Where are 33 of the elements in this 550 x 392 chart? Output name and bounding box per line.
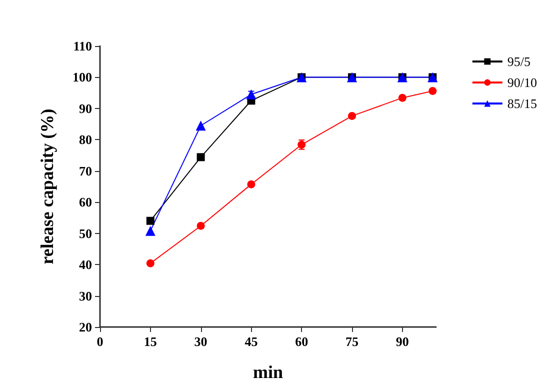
point (398, 94, 406, 102)
x-tick-label: 30 (194, 334, 208, 349)
legend-label: 95/5 (507, 54, 531, 69)
x-axis-title: min (252, 362, 284, 382)
legend-label: 90/10 (507, 75, 538, 90)
point (146, 259, 154, 268)
y-tick-label: 100 (72, 70, 92, 85)
y-tick-label: 30 (79, 288, 92, 304)
point (146, 216, 154, 225)
point (428, 86, 437, 95)
y-tick-label: 50 (79, 226, 92, 241)
y-tick-label: 20 (79, 320, 92, 334)
y-tick-label: 40 (79, 257, 92, 272)
point (145, 226, 156, 236)
y-tick-label: 80 (79, 132, 92, 148)
legend-label: 85/15 (507, 96, 538, 111)
y-tick-label: 90 (79, 100, 92, 116)
y-tick-label: 60 (79, 194, 92, 210)
point (196, 222, 205, 230)
x-tick-label: 90 (396, 334, 409, 349)
point (196, 120, 206, 131)
x-tick-label: 60 (295, 334, 308, 349)
x-tick-label: 45 (244, 334, 258, 349)
y-axis-title: release capacity (%) (37, 108, 57, 264)
point (247, 180, 256, 188)
y-tick-label: 70 (79, 163, 92, 178)
point (196, 153, 205, 162)
point (348, 112, 356, 120)
y-tick-label: 110 (73, 38, 92, 54)
x-tick-label: 15 (144, 334, 158, 349)
x-tick-label: 0 (96, 334, 104, 349)
x-tick-label: 75 (346, 334, 359, 349)
point (246, 89, 256, 100)
